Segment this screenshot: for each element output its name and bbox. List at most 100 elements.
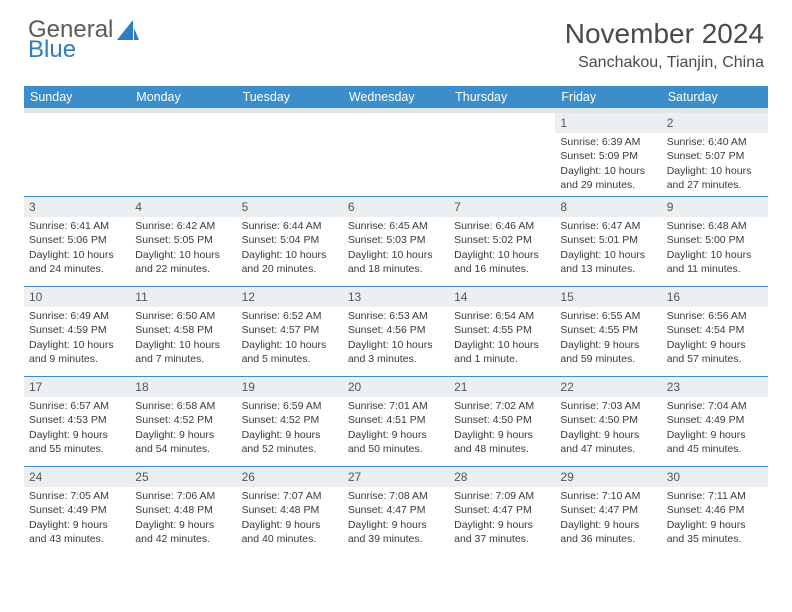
- daylight-text: Daylight: 10 hours and 16 minutes.: [454, 248, 550, 276]
- calendar-table: SundayMondayTuesdayWednesdayThursdayFrid…: [24, 86, 768, 557]
- day-body: Sunrise: 6:57 AMSunset: 4:53 PMDaylight:…: [24, 397, 130, 460]
- sunset-text: Sunset: 5:01 PM: [560, 233, 656, 247]
- day-body: Sunrise: 6:47 AMSunset: 5:01 PMDaylight:…: [555, 217, 661, 280]
- day-number: 24: [24, 467, 130, 487]
- calendar-cell: 23Sunrise: 7:04 AMSunset: 4:49 PMDayligh…: [662, 377, 768, 467]
- calendar-cell: 5Sunrise: 6:44 AMSunset: 5:04 PMDaylight…: [237, 197, 343, 287]
- calendar-cell: 28Sunrise: 7:09 AMSunset: 4:47 PMDayligh…: [449, 467, 555, 557]
- calendar-week: 3Sunrise: 6:41 AMSunset: 5:06 PMDaylight…: [24, 197, 768, 287]
- day-body: Sunrise: 6:42 AMSunset: 5:05 PMDaylight:…: [130, 217, 236, 280]
- page-subtitle: Sanchakou, Tianjin, China: [565, 54, 764, 72]
- sunset-text: Sunset: 4:49 PM: [667, 413, 763, 427]
- sunset-text: Sunset: 4:50 PM: [454, 413, 550, 427]
- calendar-cell: [130, 111, 236, 197]
- day-body: Sunrise: 6:52 AMSunset: 4:57 PMDaylight:…: [237, 307, 343, 370]
- calendar-cell: 13Sunrise: 6:53 AMSunset: 4:56 PMDayligh…: [343, 287, 449, 377]
- sunrise-text: Sunrise: 7:01 AM: [348, 399, 444, 413]
- day-number: 9: [662, 197, 768, 217]
- daylight-text: Daylight: 10 hours and 5 minutes.: [242, 338, 338, 366]
- sunrise-text: Sunrise: 6:53 AM: [348, 309, 444, 323]
- day-number: 15: [555, 287, 661, 307]
- sunrise-text: Sunrise: 7:09 AM: [454, 489, 550, 503]
- day-body: Sunrise: 6:59 AMSunset: 4:52 PMDaylight:…: [237, 397, 343, 460]
- sunset-text: Sunset: 5:03 PM: [348, 233, 444, 247]
- daylight-text: Daylight: 9 hours and 35 minutes.: [667, 518, 763, 546]
- day-number: 7: [449, 197, 555, 217]
- sunrise-text: Sunrise: 6:39 AM: [560, 135, 656, 149]
- calendar-cell: 27Sunrise: 7:08 AMSunset: 4:47 PMDayligh…: [343, 467, 449, 557]
- sunset-text: Sunset: 4:52 PM: [135, 413, 231, 427]
- sunset-text: Sunset: 4:47 PM: [560, 503, 656, 517]
- day-header: Friday: [555, 86, 661, 111]
- sunrise-text: Sunrise: 7:08 AM: [348, 489, 444, 503]
- day-number: 4: [130, 197, 236, 217]
- day-number: 27: [343, 467, 449, 487]
- calendar-cell: 22Sunrise: 7:03 AMSunset: 4:50 PMDayligh…: [555, 377, 661, 467]
- day-number: 20: [343, 377, 449, 397]
- daylight-text: Daylight: 10 hours and 20 minutes.: [242, 248, 338, 276]
- day-number: 22: [555, 377, 661, 397]
- daylight-text: Daylight: 9 hours and 57 minutes.: [667, 338, 763, 366]
- day-header: Saturday: [662, 86, 768, 111]
- calendar-cell: 12Sunrise: 6:52 AMSunset: 4:57 PMDayligh…: [237, 287, 343, 377]
- day-number: 21: [449, 377, 555, 397]
- day-number: 26: [237, 467, 343, 487]
- day-number: 5: [237, 197, 343, 217]
- day-header: Tuesday: [237, 86, 343, 111]
- day-body: Sunrise: 6:49 AMSunset: 4:59 PMDaylight:…: [24, 307, 130, 370]
- calendar-cell: 25Sunrise: 7:06 AMSunset: 4:48 PMDayligh…: [130, 467, 236, 557]
- day-number: 30: [662, 467, 768, 487]
- calendar-week: 17Sunrise: 6:57 AMSunset: 4:53 PMDayligh…: [24, 377, 768, 467]
- sunset-text: Sunset: 4:55 PM: [560, 323, 656, 337]
- sunrise-text: Sunrise: 6:59 AM: [242, 399, 338, 413]
- daylight-text: Daylight: 9 hours and 42 minutes.: [135, 518, 231, 546]
- sunset-text: Sunset: 5:04 PM: [242, 233, 338, 247]
- day-number: 17: [24, 377, 130, 397]
- daylight-text: Daylight: 10 hours and 3 minutes.: [348, 338, 444, 366]
- logo: General Blue: [28, 18, 139, 62]
- calendar-cell: 29Sunrise: 7:10 AMSunset: 4:47 PMDayligh…: [555, 467, 661, 557]
- calendar-week: 10Sunrise: 6:49 AMSunset: 4:59 PMDayligh…: [24, 287, 768, 377]
- calendar-cell: [449, 111, 555, 197]
- sunrise-text: Sunrise: 6:40 AM: [667, 135, 763, 149]
- calendar-cell: 6Sunrise: 6:45 AMSunset: 5:03 PMDaylight…: [343, 197, 449, 287]
- daylight-text: Daylight: 9 hours and 45 minutes.: [667, 428, 763, 456]
- sunset-text: Sunset: 4:56 PM: [348, 323, 444, 337]
- day-number: 3: [24, 197, 130, 217]
- logo-text-block: General Blue: [28, 18, 113, 62]
- daylight-text: Daylight: 9 hours and 43 minutes.: [29, 518, 125, 546]
- day-body: Sunrise: 6:48 AMSunset: 5:00 PMDaylight:…: [662, 217, 768, 280]
- sunset-text: Sunset: 4:54 PM: [667, 323, 763, 337]
- day-number: 18: [130, 377, 236, 397]
- day-body: Sunrise: 6:46 AMSunset: 5:02 PMDaylight:…: [449, 217, 555, 280]
- sunset-text: Sunset: 5:09 PM: [560, 149, 656, 163]
- daylight-text: Daylight: 10 hours and 24 minutes.: [29, 248, 125, 276]
- calendar-cell: 18Sunrise: 6:58 AMSunset: 4:52 PMDayligh…: [130, 377, 236, 467]
- day-body: Sunrise: 7:09 AMSunset: 4:47 PMDaylight:…: [449, 487, 555, 550]
- sunset-text: Sunset: 4:49 PM: [29, 503, 125, 517]
- calendar-cell: 9Sunrise: 6:48 AMSunset: 5:00 PMDaylight…: [662, 197, 768, 287]
- daylight-text: Daylight: 9 hours and 39 minutes.: [348, 518, 444, 546]
- day-body: Sunrise: 7:07 AMSunset: 4:48 PMDaylight:…: [237, 487, 343, 550]
- day-number: 12: [237, 287, 343, 307]
- sunrise-text: Sunrise: 7:03 AM: [560, 399, 656, 413]
- day-body: Sunrise: 7:11 AMSunset: 4:46 PMDaylight:…: [662, 487, 768, 550]
- day-number: 25: [130, 467, 236, 487]
- day-number: 1: [555, 113, 661, 133]
- day-body: Sunrise: 6:44 AMSunset: 5:04 PMDaylight:…: [237, 217, 343, 280]
- sunset-text: Sunset: 5:07 PM: [667, 149, 763, 163]
- day-body: Sunrise: 6:58 AMSunset: 4:52 PMDaylight:…: [130, 397, 236, 460]
- day-body: Sunrise: 7:05 AMSunset: 4:49 PMDaylight:…: [24, 487, 130, 550]
- title-block: November 2024 Sanchakou, Tianjin, China: [565, 18, 764, 72]
- sunrise-text: Sunrise: 6:52 AM: [242, 309, 338, 323]
- sunrise-text: Sunrise: 7:02 AM: [454, 399, 550, 413]
- day-body: Sunrise: 6:54 AMSunset: 4:55 PMDaylight:…: [449, 307, 555, 370]
- sunrise-text: Sunrise: 6:47 AM: [560, 219, 656, 233]
- sunset-text: Sunset: 4:52 PM: [242, 413, 338, 427]
- calendar-cell: 15Sunrise: 6:55 AMSunset: 4:55 PMDayligh…: [555, 287, 661, 377]
- sunrise-text: Sunrise: 6:58 AM: [135, 399, 231, 413]
- calendar-cell: [24, 111, 130, 197]
- sunrise-text: Sunrise: 6:42 AM: [135, 219, 231, 233]
- sunset-text: Sunset: 4:48 PM: [135, 503, 231, 517]
- sunset-text: Sunset: 5:02 PM: [454, 233, 550, 247]
